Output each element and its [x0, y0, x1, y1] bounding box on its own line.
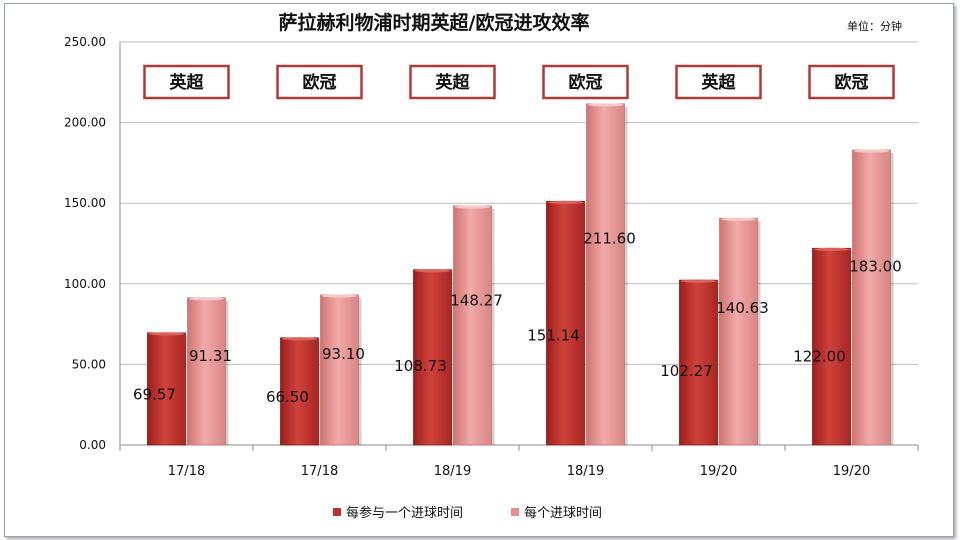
tag-box	[542, 64, 629, 100]
tag-label: 英超	[170, 72, 205, 93]
bar-group	[812, 247, 854, 446]
x-axis: 17/18 17/18 18/19 18/19 19/20 19/20	[119, 445, 919, 479]
bar	[187, 297, 226, 446]
x-tick-label: 17/18	[168, 464, 205, 479]
x-tick-label: 17/18	[301, 464, 338, 479]
competition-tag: 英超	[675, 64, 762, 100]
competition-tag: 英超	[143, 64, 230, 100]
bar-group	[147, 332, 189, 446]
bar-group	[320, 294, 362, 446]
bar	[852, 149, 891, 446]
competition-tag: 英超	[409, 64, 496, 100]
y-tick-label: 50.00	[72, 357, 106, 371]
data-label: 91.31	[189, 347, 232, 365]
y-tick-label: 100.00	[64, 277, 106, 291]
bar-top-highlight	[148, 332, 185, 336]
bar-top-highlight	[587, 103, 624, 107]
chart-title: 萨拉赫利物浦时期英超/欧冠进攻效率	[279, 11, 590, 34]
bar	[280, 337, 319, 446]
tag-label: 欧冠	[569, 72, 603, 93]
tag-label: 欧冠	[835, 72, 869, 93]
bar-top-highlight	[813, 247, 850, 251]
data-label: 140.63	[716, 299, 769, 317]
legend-label-series-2: 每个进球时间	[524, 505, 602, 521]
legend-swatch-series-2	[511, 508, 519, 516]
bar-top-highlight	[547, 200, 584, 204]
data-label: 66.50	[266, 388, 309, 406]
y-tick-label: 150.00	[64, 196, 106, 210]
data-label: 102.27	[660, 362, 713, 380]
tag-box	[143, 64, 230, 100]
tag-box	[675, 64, 762, 100]
bar-group	[719, 217, 761, 446]
x-tick-label: 19/20	[833, 464, 870, 479]
bar	[320, 294, 359, 446]
bar-top-highlight	[680, 279, 717, 283]
bar-group	[453, 205, 495, 446]
bar-top-highlight	[321, 294, 358, 298]
bar-group	[586, 103, 628, 446]
data-label: 183.00	[849, 258, 902, 276]
bar	[719, 217, 758, 446]
data-label: 93.10	[322, 345, 365, 363]
tag-box	[276, 64, 363, 100]
bar-top-highlight	[188, 297, 225, 301]
tag-box	[409, 64, 496, 100]
bar-group	[413, 269, 455, 446]
y-tick-label: 250.00	[64, 35, 106, 49]
bar	[453, 205, 492, 446]
bar-top-highlight	[853, 149, 890, 153]
bar-group	[679, 279, 721, 446]
x-tick-label: 19/20	[700, 464, 737, 479]
bar-group	[546, 200, 588, 446]
tag-label: 英超	[436, 72, 471, 93]
unit-label: 单位：分钟	[847, 19, 902, 33]
competition-tags: 英超 欧冠 英超 欧冠 英超 欧冠	[143, 64, 895, 100]
legend-swatch-series-1	[333, 508, 341, 516]
competition-tag: 欧冠	[542, 64, 629, 100]
data-label: 122.00	[793, 348, 846, 366]
bar	[812, 247, 851, 446]
data-label: 148.27	[450, 291, 503, 309]
competition-tag: 欧冠	[276, 64, 363, 100]
gridlines	[119, 41, 918, 450]
data-label: 69.57	[133, 386, 176, 404]
bar	[147, 332, 186, 446]
legend-label-series-1: 每参与一个进球时间	[346, 505, 463, 521]
bar-top-highlight	[454, 205, 491, 209]
legend: 每参与一个进球时间 每个进球时间	[333, 505, 602, 521]
competition-tag: 欧冠	[808, 64, 895, 100]
bar-top-highlight	[281, 337, 318, 341]
y-tick-label: 200.00	[64, 116, 106, 130]
data-label: 151.14	[527, 326, 580, 344]
data-labels: 69.57 91.31 66.50 93.10 108.73 148.27 151.14 21…	[133, 230, 902, 406]
bars	[147, 103, 894, 446]
bar	[586, 103, 625, 446]
bar-group	[187, 297, 229, 446]
bar	[413, 269, 452, 446]
bar-top-highlight	[414, 269, 451, 273]
y-axis-ticks: 0.00 50.00 100.00 150.00 200.00 250.00	[64, 35, 106, 452]
tag-label: 英超	[702, 72, 737, 93]
x-tick-label: 18/19	[567, 464, 604, 479]
bar-group	[852, 149, 894, 446]
x-tick-label: 18/19	[434, 464, 471, 479]
data-label: 211.60	[583, 230, 636, 248]
data-label: 108.73	[394, 357, 447, 375]
y-tick-label: 0.00	[79, 438, 106, 452]
bar-top-highlight	[720, 217, 757, 221]
bar	[546, 200, 585, 446]
tag-box	[808, 64, 895, 100]
tag-label: 欧冠	[303, 72, 337, 93]
bar-group	[280, 337, 322, 446]
